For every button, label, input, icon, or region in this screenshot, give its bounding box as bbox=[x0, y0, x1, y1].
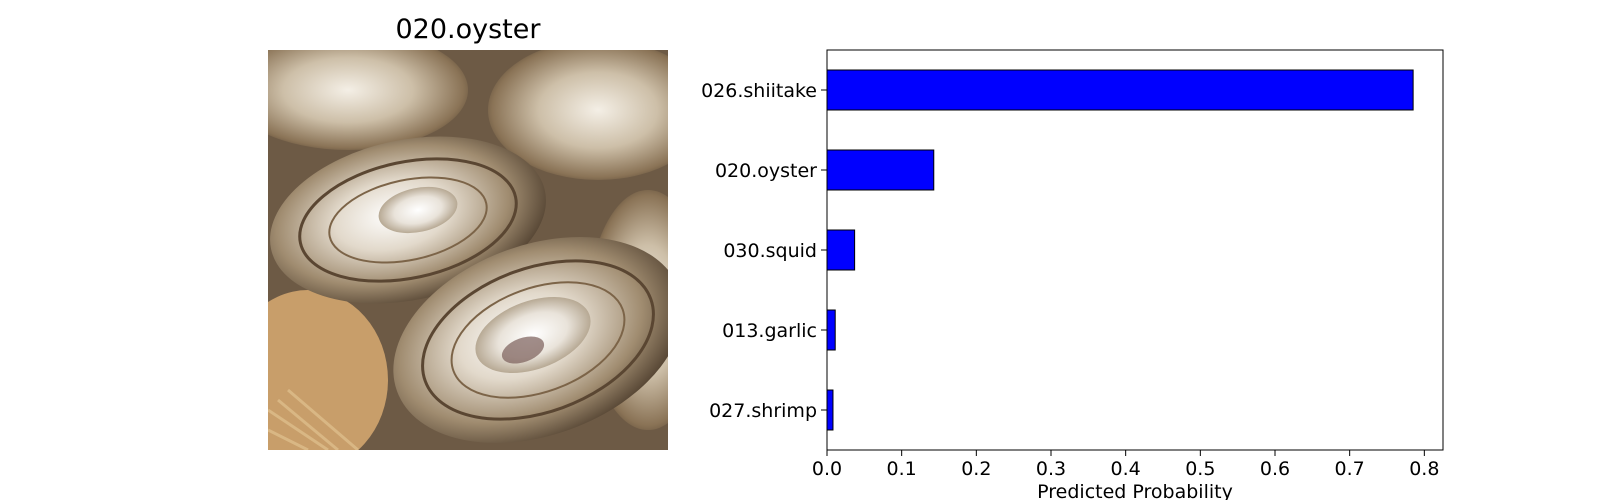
image-title: 020.oyster bbox=[395, 14, 541, 45]
x-tick-label: 0.1 bbox=[887, 458, 917, 480]
y-tick-label: 013.garlic bbox=[722, 320, 817, 342]
y-tick-label: 030.squid bbox=[723, 240, 817, 262]
bar-020.oyster bbox=[826, 149, 935, 191]
bars-group bbox=[826, 69, 1414, 431]
plot-frame bbox=[826, 49, 1444, 451]
oyster-shells-illustration bbox=[268, 50, 668, 450]
x-ticks: 0.0 0.1 0.2 0.3 0.4 0.5 0.6 0.7 0.8 bbox=[812, 450, 1439, 480]
bar-030.squid bbox=[826, 229, 856, 271]
bar-013.garlic bbox=[826, 309, 836, 351]
bar-026.shiitake bbox=[826, 69, 1414, 111]
x-tick-label: 0.0 bbox=[812, 458, 842, 480]
x-tick-label: 0.7 bbox=[1335, 458, 1365, 480]
y-tick-label: 020.oyster bbox=[715, 160, 817, 182]
y-tick-labels: 026.shiitake 020.oyster 030.squid 013.garli… bbox=[701, 80, 827, 422]
oyster-photo bbox=[268, 50, 668, 450]
x-tick-label: 0.3 bbox=[1036, 458, 1066, 480]
y-tick-label: 027.shrimp bbox=[709, 400, 817, 422]
x-tick-label: 0.5 bbox=[1185, 458, 1215, 480]
bar-027.shrimp bbox=[826, 389, 834, 431]
x-tick-label: 0.2 bbox=[961, 458, 991, 480]
y-tick-label: 026.shiitake bbox=[701, 80, 817, 102]
x-tick-label: 0.4 bbox=[1111, 458, 1141, 480]
x-axis-label: Predicted Probability bbox=[1037, 481, 1233, 500]
x-tick-label: 0.6 bbox=[1260, 458, 1290, 480]
x-tick-label: 0.8 bbox=[1409, 458, 1439, 480]
